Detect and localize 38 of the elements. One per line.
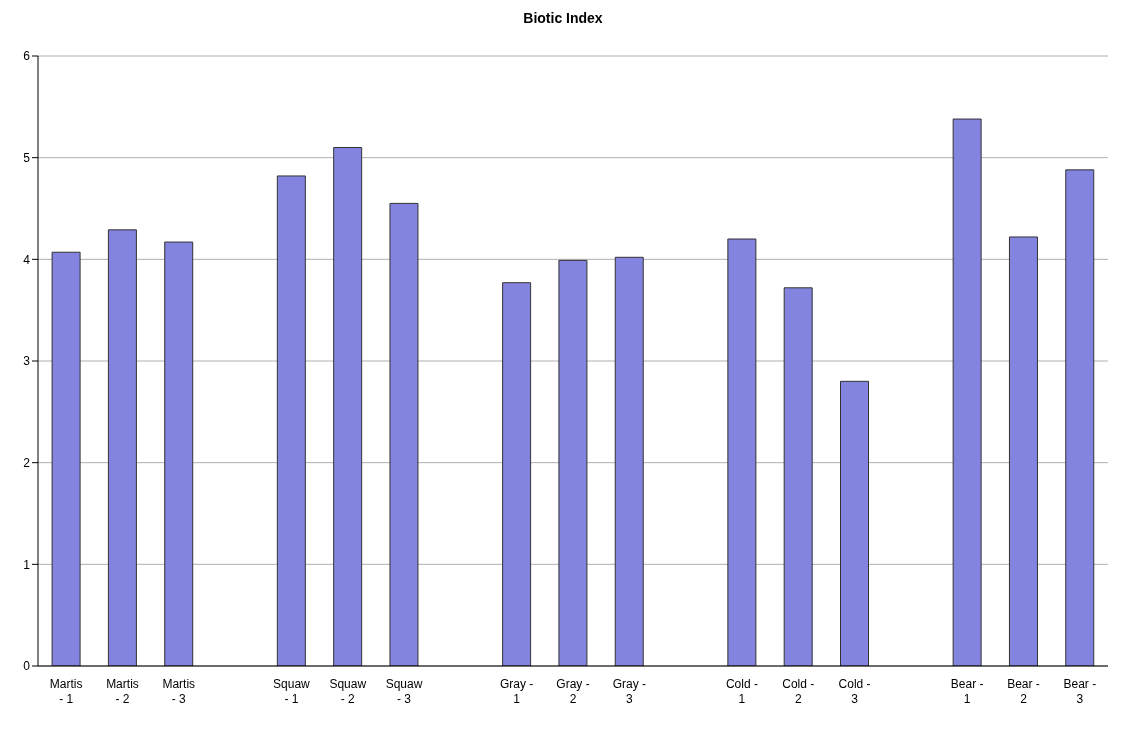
- bar: [952, 118, 982, 666]
- bar: [783, 287, 813, 666]
- bar: [276, 175, 306, 666]
- bar: [727, 238, 757, 666]
- x-tick-label: Cold - 1: [725, 677, 758, 706]
- y-tick-label: 5: [23, 150, 31, 165]
- bar: [164, 241, 194, 666]
- x-tick-label: Cold - 2: [782, 677, 815, 706]
- bar: [389, 202, 419, 666]
- chart-title: Biotic Index: [522, 10, 604, 26]
- y-tick-label: 1: [23, 557, 31, 572]
- y-tick-label: 4: [23, 252, 31, 267]
- x-tick-label: Bear - 1: [950, 677, 984, 706]
- bar: [107, 229, 137, 666]
- bar: [51, 251, 81, 666]
- bar: [558, 259, 588, 666]
- x-tick-label: Martis - 1: [49, 677, 83, 706]
- bar: [333, 147, 363, 666]
- y-tick-label: 3: [23, 354, 31, 369]
- x-tick-label: Squaw - 2: [329, 677, 367, 706]
- x-tick-label: Martis - 3: [162, 677, 196, 706]
- x-tick-label: Gray - 1: [500, 677, 534, 706]
- x-tick-label: Bear - 2: [1007, 677, 1040, 706]
- x-tick-label: Martis - 2: [106, 677, 139, 706]
- x-tick-label: Squaw - 3: [385, 677, 423, 706]
- x-tick-label: Cold - 3: [838, 677, 871, 706]
- x-tick-label: Bear - 3: [1063, 677, 1097, 706]
- bar: [502, 282, 532, 666]
- y-tick-label: 2: [23, 455, 31, 470]
- bar: [1065, 169, 1095, 666]
- x-tick-label: Squaw - 1: [273, 677, 311, 706]
- y-tick-label: 0: [23, 659, 31, 674]
- x-tick-label: Gray - 2: [556, 677, 590, 706]
- bar: [614, 256, 644, 666]
- bar: [1008, 236, 1038, 666]
- bar: [840, 380, 869, 666]
- x-tick-label: Gray - 3: [612, 677, 646, 706]
- y-tick-label: 6: [23, 49, 31, 64]
